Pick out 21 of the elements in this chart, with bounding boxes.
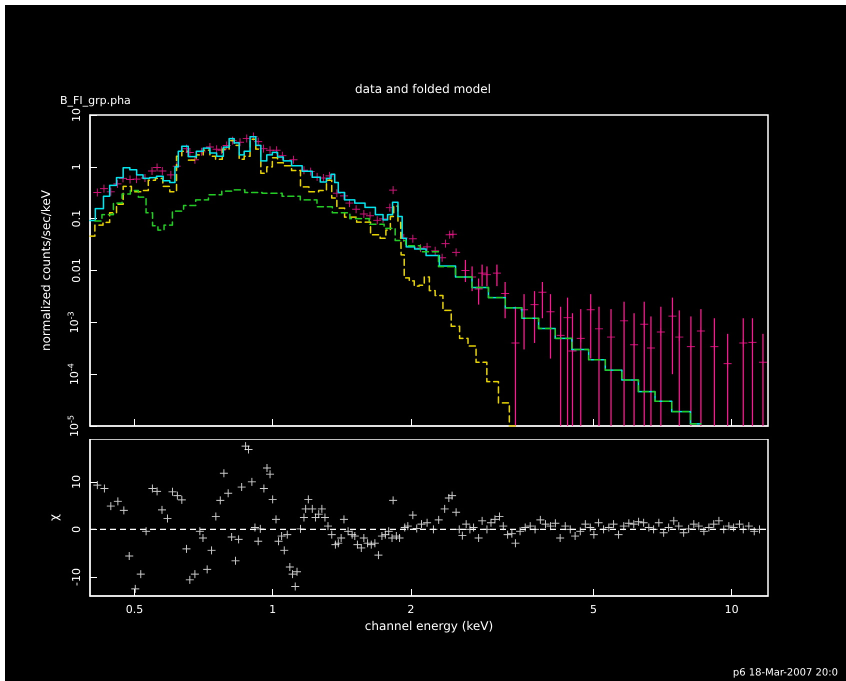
x-tick-label: 2 <box>407 603 414 616</box>
y-tick-label: 0 <box>70 526 83 533</box>
y-tick-label: 10-4 <box>66 363 81 386</box>
y-axis-title: normalized counts/sec/keV <box>39 189 53 352</box>
y-tick-label: 10 <box>70 108 83 122</box>
y-tick-label: 10-5 <box>66 415 81 437</box>
x-axis-title: channel energy (keV) <box>364 619 494 633</box>
y-tick-label: 0.01 <box>70 258 83 283</box>
y-tick-label: 10-3 <box>66 311 81 334</box>
chart-subtitle: B_FI_grp.pha <box>60 94 131 107</box>
y-tick-label: -10 <box>70 568 83 586</box>
y-tick-label: 0.1 <box>70 210 83 228</box>
x-tick-label: 5 <box>590 603 597 616</box>
text: p6 18-Mar-2007 20:0 <box>732 668 838 678</box>
x-tick-label: 0.5 <box>126 603 144 616</box>
x-tick-label: 10 <box>724 603 739 616</box>
x-tick-label: 1 <box>269 603 276 616</box>
y-tick-label: 10 <box>70 474 83 489</box>
chart-title: data and folded model <box>355 82 491 96</box>
y-axis-title: χ <box>47 514 61 521</box>
y-tick-label: 1 <box>70 163 83 170</box>
